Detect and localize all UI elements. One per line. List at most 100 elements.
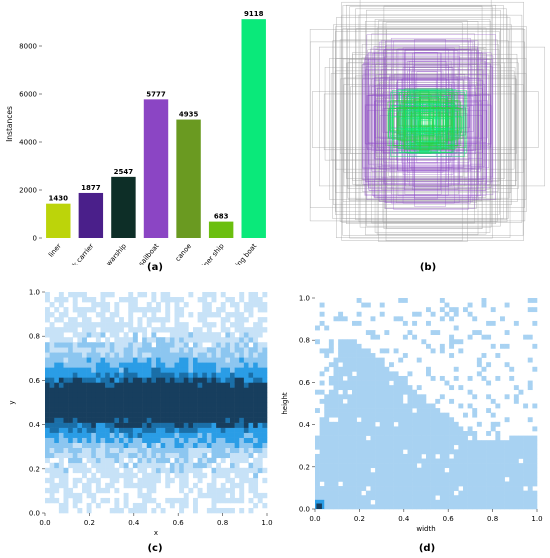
bbox bbox=[377, 84, 486, 167]
heatmap-cell bbox=[239, 317, 245, 323]
heatmap-cell bbox=[243, 412, 249, 418]
heatmap-cell bbox=[375, 371, 381, 377]
heatmap-cell bbox=[174, 392, 180, 398]
heatmap-cell bbox=[532, 449, 538, 455]
heatmap-cell bbox=[421, 426, 427, 432]
heatmap-cell bbox=[421, 449, 427, 455]
heatmap-cell bbox=[412, 412, 418, 418]
heatmap-cell bbox=[49, 357, 55, 363]
heatmap-cell bbox=[458, 463, 464, 469]
heatmap-cell bbox=[91, 492, 97, 499]
heatmap-cell bbox=[324, 504, 330, 510]
heatmap-cell bbox=[179, 437, 185, 443]
heatmap-cell bbox=[77, 497, 83, 504]
heatmap-cell bbox=[119, 397, 124, 403]
heatmap-cell bbox=[486, 504, 492, 510]
heatmap-cell bbox=[426, 472, 431, 478]
heatmap-cell bbox=[384, 481, 390, 487]
heatmap-cell bbox=[398, 357, 404, 363]
heatmap-cell bbox=[319, 495, 325, 501]
heatmap-cell bbox=[379, 476, 385, 482]
heatmap-cell bbox=[243, 302, 249, 308]
heatmap-cell bbox=[197, 352, 203, 358]
heatmap-cell bbox=[174, 342, 180, 348]
heatmap-cell bbox=[165, 372, 171, 378]
heatmap-cell bbox=[132, 307, 138, 313]
heatmap-cell bbox=[257, 307, 263, 313]
heatmap-cell bbox=[379, 495, 385, 501]
heatmap-cell bbox=[100, 462, 106, 469]
heatmap-cell bbox=[211, 417, 217, 423]
heatmap-cell bbox=[54, 347, 60, 353]
heatmap-cell bbox=[518, 499, 524, 505]
heatmap-cell bbox=[352, 380, 357, 386]
heatmap-cell bbox=[333, 504, 339, 510]
heatmap-cell bbox=[398, 490, 404, 496]
heatmap-cell bbox=[370, 375, 376, 381]
heatmap-cell bbox=[467, 444, 473, 450]
heatmap-cell bbox=[338, 357, 344, 363]
heatmap-cell bbox=[467, 453, 473, 459]
heatmap-cell bbox=[230, 417, 235, 423]
heatmap-cell bbox=[379, 412, 385, 418]
heatmap-cell bbox=[234, 337, 240, 343]
heatmap-cell bbox=[490, 449, 496, 455]
heatmap-cell bbox=[169, 342, 175, 348]
heatmap-cell bbox=[467, 311, 473, 317]
heatmap-cell bbox=[449, 334, 455, 340]
heatmap-cell bbox=[45, 487, 50, 494]
heatmap-cell bbox=[402, 417, 408, 423]
heatmap-cell bbox=[352, 343, 357, 349]
heatmap-cell bbox=[54, 402, 60, 408]
heatmap-cell bbox=[389, 421, 394, 427]
heatmap-cell bbox=[137, 392, 143, 398]
heatmap-cell bbox=[490, 504, 496, 510]
heatmap-cell bbox=[63, 367, 69, 373]
heatmap-cell bbox=[45, 427, 50, 433]
heatmap-cell bbox=[476, 371, 482, 377]
heatmap-cell bbox=[407, 421, 413, 427]
heatmap-cell bbox=[68, 372, 74, 378]
bbox bbox=[341, 1, 524, 241]
heatmap-cell bbox=[234, 362, 240, 368]
heatmap-cell bbox=[527, 458, 533, 464]
heatmap-cell bbox=[169, 497, 175, 504]
heatmap-cell bbox=[257, 432, 263, 438]
heatmap-cell bbox=[165, 297, 171, 303]
heatmap-cell bbox=[495, 467, 501, 473]
heatmap-cell bbox=[132, 452, 138, 459]
heatmap-cell bbox=[439, 486, 445, 491]
heatmap-cell bbox=[352, 486, 357, 491]
heatmap-cell bbox=[421, 486, 427, 491]
heatmap-cell bbox=[239, 387, 245, 393]
heatmap-cell bbox=[202, 462, 208, 469]
heatmap-cell bbox=[100, 377, 106, 383]
heatmap-cell bbox=[183, 392, 189, 398]
heatmap-cell bbox=[156, 457, 161, 464]
heatmap-cell bbox=[72, 292, 78, 298]
heatmap-cell bbox=[439, 467, 445, 473]
heatmap-cell bbox=[453, 440, 459, 446]
heatmap-cell bbox=[504, 481, 510, 487]
bbox bbox=[355, 75, 517, 186]
heatmap-cell bbox=[156, 452, 161, 459]
heatmap-cell bbox=[82, 342, 87, 348]
heatmap-cell bbox=[370, 453, 376, 459]
heatmap-cell bbox=[82, 387, 87, 393]
heatmap-cell bbox=[365, 490, 371, 496]
heatmap-cell bbox=[165, 377, 171, 383]
heatmap-cell bbox=[123, 427, 129, 433]
heatmap-cell bbox=[86, 372, 92, 378]
heatmap-cell bbox=[160, 407, 166, 413]
heatmap-cell bbox=[114, 442, 120, 449]
heatmap-cell bbox=[375, 394, 381, 400]
heatmap-cell bbox=[361, 463, 367, 469]
heatmap-cell bbox=[123, 377, 129, 383]
heatmap-cell bbox=[165, 432, 171, 438]
heatmap-cell bbox=[151, 362, 157, 368]
heatmap-cell bbox=[193, 417, 198, 423]
heatmap-cell bbox=[95, 362, 101, 368]
heatmap-cell bbox=[262, 437, 268, 443]
heatmap-cell bbox=[248, 397, 254, 403]
heatmap-cell bbox=[356, 385, 362, 391]
